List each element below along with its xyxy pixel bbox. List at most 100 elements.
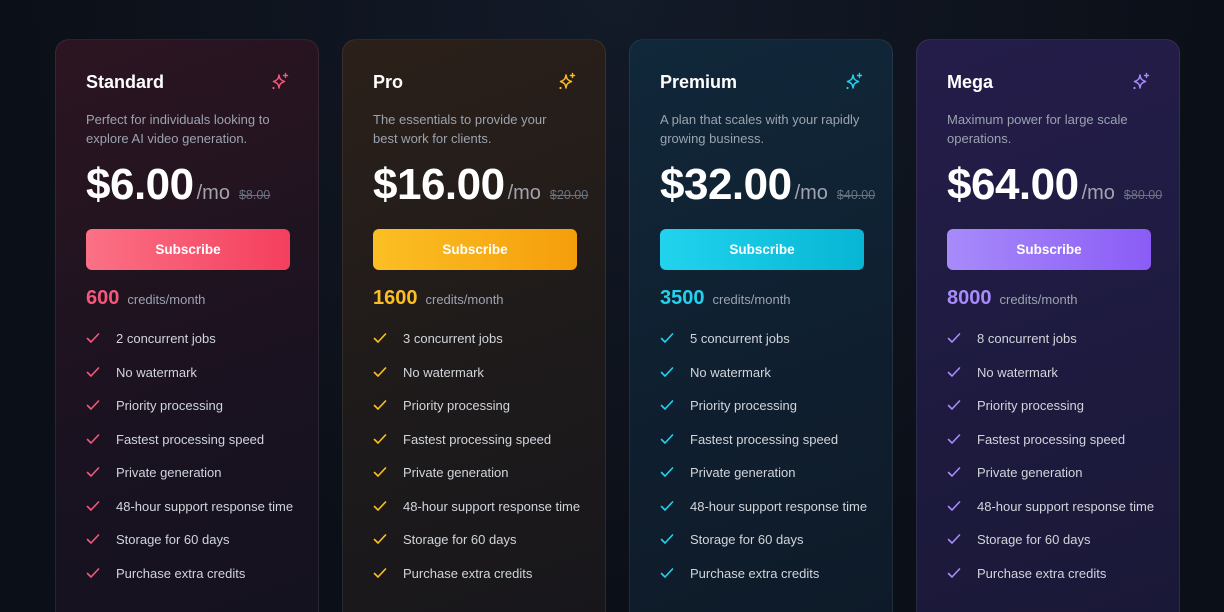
feature-item: 48-hour support response time	[947, 497, 1157, 516]
feature-item: 48-hour support response time	[86, 497, 296, 516]
feature-item: Fastest processing speed	[373, 430, 583, 449]
check-icon	[86, 500, 100, 511]
subscribe-button[interactable]: Subscribe	[947, 229, 1151, 270]
original-price: $80.00	[1123, 188, 1163, 202]
price: $16.00 /mo $20.00	[373, 160, 588, 210]
feature-item: 8 concurrent jobs	[947, 329, 1157, 348]
check-icon	[373, 467, 387, 477]
plan-card-pro: Pro The essentials to provide your best …	[342, 39, 606, 612]
feature-label: 48-hour support response time	[116, 498, 294, 514]
feature-label: Purchase extra credits	[116, 565, 246, 581]
plan-card-standard: Standard Perfect for individuals looking…	[55, 39, 319, 612]
feature-label: Priority processing	[690, 398, 797, 413]
price-period: /mo	[507, 182, 541, 204]
feature-item: Purchase extra credits	[947, 564, 1157, 583]
check-icon	[947, 366, 961, 377]
credits: 1600 credits/month	[373, 287, 504, 310]
feature-label: Private generation	[403, 465, 509, 480]
original-price: $8.00	[238, 188, 271, 202]
credits: 3500 credits/month	[660, 287, 791, 310]
check-icon	[947, 467, 961, 477]
feature-list: 3 concurrent jobs No watermark Priority pr…	[373, 329, 583, 597]
credits-amount: 3500	[660, 287, 705, 309]
feature-label: 8 concurrent jobs	[977, 331, 1077, 346]
check-icon	[660, 400, 674, 410]
price-amount: $16.00	[373, 160, 505, 209]
plan-name: Pro	[373, 72, 404, 92]
feature-label: Private generation	[690, 465, 796, 480]
check-icon	[947, 400, 961, 410]
price: $32.00 /mo $40.00	[660, 160, 875, 210]
check-icon	[86, 534, 100, 544]
credits-label: credits/month	[712, 292, 791, 307]
plan-description: Perfect for individuals looking to explo…	[86, 112, 270, 146]
check-icon	[947, 567, 961, 578]
feature-label: No watermark	[116, 364, 197, 380]
feature-label: Storage for 60 days	[403, 532, 517, 547]
check-icon	[660, 534, 674, 544]
feature-item: Purchase extra credits	[86, 564, 296, 583]
feature-item: 5 concurrent jobs	[660, 329, 870, 348]
check-icon	[373, 534, 387, 544]
feature-item: Storage for 60 days	[947, 530, 1157, 549]
check-icon	[660, 500, 674, 511]
price-amount: $32.00	[660, 160, 792, 209]
feature-item: Storage for 60 days	[373, 530, 583, 549]
original-price: $20.00	[549, 188, 589, 202]
subscribe-button[interactable]: Subscribe	[373, 229, 577, 270]
credits: 8000 credits/month	[947, 287, 1078, 310]
feature-item: Priority processing	[947, 396, 1157, 415]
plan-card-mega: Mega Maximum power for large scale opera…	[916, 39, 1180, 612]
original-price: $40.00	[836, 188, 876, 202]
feature-item: 2 concurrent jobs	[86, 329, 296, 348]
feature-item: Storage for 60 days	[660, 530, 870, 549]
plan-name: Standard	[86, 72, 165, 92]
plan-card-premium: Premium A plan that scales with your rap…	[629, 39, 893, 612]
check-icon	[947, 534, 961, 544]
feature-item: Private generation	[373, 463, 583, 482]
feature-label: Fastest processing speed	[690, 431, 839, 447]
sparkle-icon	[1133, 72, 1150, 90]
check-icon	[373, 567, 387, 578]
feature-item: Priority processing	[86, 396, 296, 415]
feature-list: 8 concurrent jobs No watermark Priority pr…	[947, 329, 1157, 597]
check-icon	[660, 333, 674, 343]
feature-label: Private generation	[116, 465, 222, 480]
check-icon	[86, 400, 100, 410]
feature-item: Priority processing	[373, 396, 583, 415]
feature-item: Fastest processing speed	[947, 430, 1157, 449]
feature-label: 48-hour support response time	[690, 498, 868, 514]
check-icon	[660, 433, 674, 444]
credits-amount: 1600	[373, 287, 418, 309]
credits-label: credits/month	[999, 292, 1078, 307]
feature-list: 2 concurrent jobs No watermark Priority pr…	[86, 329, 296, 597]
feature-label: Private generation	[977, 465, 1083, 480]
subscribe-button[interactable]: Subscribe	[86, 229, 290, 270]
sparkle-icon	[559, 72, 576, 90]
feature-label: Priority processing	[977, 398, 1084, 413]
feature-item: Private generation	[660, 463, 870, 482]
price-period: /mo	[1081, 182, 1115, 204]
feature-label: 3 concurrent jobs	[403, 331, 503, 346]
plan-name: Premium	[660, 72, 738, 92]
feature-item: 48-hour support response time	[660, 497, 870, 516]
check-icon	[373, 333, 387, 343]
feature-label: Purchase extra credits	[690, 565, 820, 581]
check-icon	[373, 400, 387, 410]
feature-label: 48-hour support response time	[977, 498, 1155, 514]
check-icon	[373, 433, 387, 444]
check-icon	[947, 500, 961, 511]
check-icon	[660, 467, 674, 477]
feature-item: Priority processing	[660, 396, 870, 415]
plan-description: The essentials to provide your best work…	[373, 112, 547, 146]
sparkle-icon	[272, 72, 289, 90]
price-period: /mo	[794, 182, 828, 204]
sparkle-icon	[846, 72, 863, 90]
feature-item: Fastest processing speed	[86, 430, 296, 449]
feature-item: No watermark	[86, 363, 296, 382]
credits-amount: 8000	[947, 287, 992, 309]
credits-label: credits/month	[425, 292, 504, 307]
check-icon	[947, 333, 961, 343]
subscribe-button[interactable]: Subscribe	[660, 229, 864, 270]
feature-item: No watermark	[660, 363, 870, 382]
